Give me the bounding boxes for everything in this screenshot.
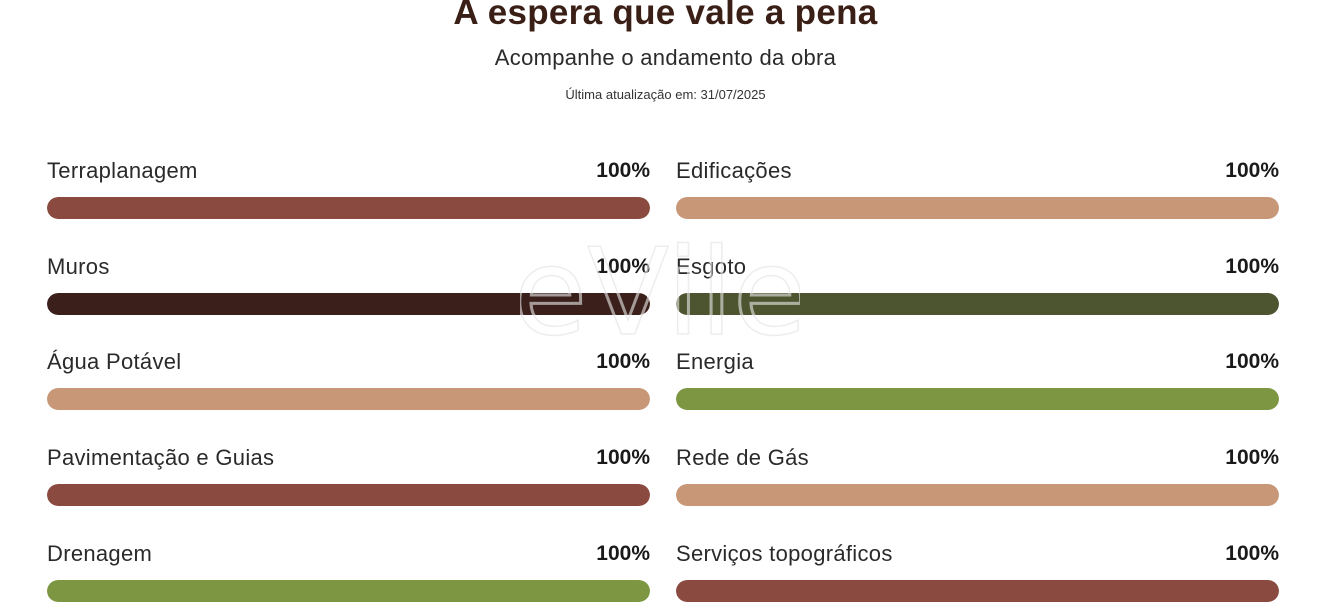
progress-value: 100% xyxy=(596,255,650,278)
progress-item-pavimentacao: Pavimentação e Guias 100% xyxy=(47,445,650,515)
progress-item-esgoto: Esgoto 100% xyxy=(676,254,1279,324)
progress-item-edificacoes: Edificações 100% xyxy=(676,158,1279,228)
progress-fill xyxy=(47,484,650,506)
progress-label: Muros xyxy=(47,254,110,279)
progress-track xyxy=(47,580,650,602)
progress-value: 100% xyxy=(596,350,650,373)
progress-track xyxy=(676,484,1279,506)
progress-item-rede-de-gas: Rede de Gás 100% xyxy=(676,445,1279,515)
last-updated-text: Última atualização em: 31/07/2025 xyxy=(565,87,766,102)
progress-label: Água Potável xyxy=(47,349,182,374)
progress-label: Pavimentação e Guias xyxy=(47,445,275,470)
progress-item-drenagem: Drenagem 100% xyxy=(47,541,650,611)
progress-value: 100% xyxy=(596,446,650,469)
progress-track xyxy=(676,293,1279,315)
progress-fill xyxy=(47,197,650,219)
progress-label: Terraplanagem xyxy=(47,158,198,183)
progress-track xyxy=(676,197,1279,219)
progress-item-muros: Muros 100% xyxy=(47,254,650,324)
progress-fill xyxy=(676,197,1279,219)
progress-fill xyxy=(47,293,650,315)
progress-item-energia: Energia 100% xyxy=(676,349,1279,419)
progress-label: Drenagem xyxy=(47,541,153,566)
progress-track xyxy=(47,484,650,506)
progress-item-agua-potavel: Água Potável 100% xyxy=(47,349,650,419)
progress-label: Serviços topográficos xyxy=(676,541,893,566)
progress-fill xyxy=(47,388,650,410)
progress-track xyxy=(676,580,1279,602)
progress-track xyxy=(47,293,650,315)
progress-fill xyxy=(47,580,650,602)
progress-value: 100% xyxy=(1225,350,1279,373)
progress-value: 100% xyxy=(1225,255,1279,278)
progress-value: 100% xyxy=(596,542,650,565)
progress-value: 100% xyxy=(1225,446,1279,469)
progress-value: 100% xyxy=(596,159,650,182)
progress-label: Energia xyxy=(676,349,754,374)
progress-label: Esgoto xyxy=(676,254,747,279)
page-title: A espera que vale a pena xyxy=(453,0,878,32)
progress-label: Rede de Gás xyxy=(676,445,809,470)
progress-track xyxy=(47,388,650,410)
page-subtitle: Acompanhe o andamento da obra xyxy=(494,45,837,70)
progress-value: 100% xyxy=(1225,542,1279,565)
progress-item-servicos-topograficos: Serviços topográficos 100% xyxy=(676,541,1279,611)
progress-fill xyxy=(676,388,1279,410)
progress-track xyxy=(676,388,1279,410)
progress-label: Edificações xyxy=(676,158,792,183)
progress-fill xyxy=(676,580,1279,602)
progress-value: 100% xyxy=(1225,159,1279,182)
progress-track xyxy=(47,197,650,219)
progress-item-terraplanagem: Terraplanagem 100% xyxy=(47,158,650,228)
progress-fill xyxy=(676,484,1279,506)
progress-fill xyxy=(676,293,1279,315)
